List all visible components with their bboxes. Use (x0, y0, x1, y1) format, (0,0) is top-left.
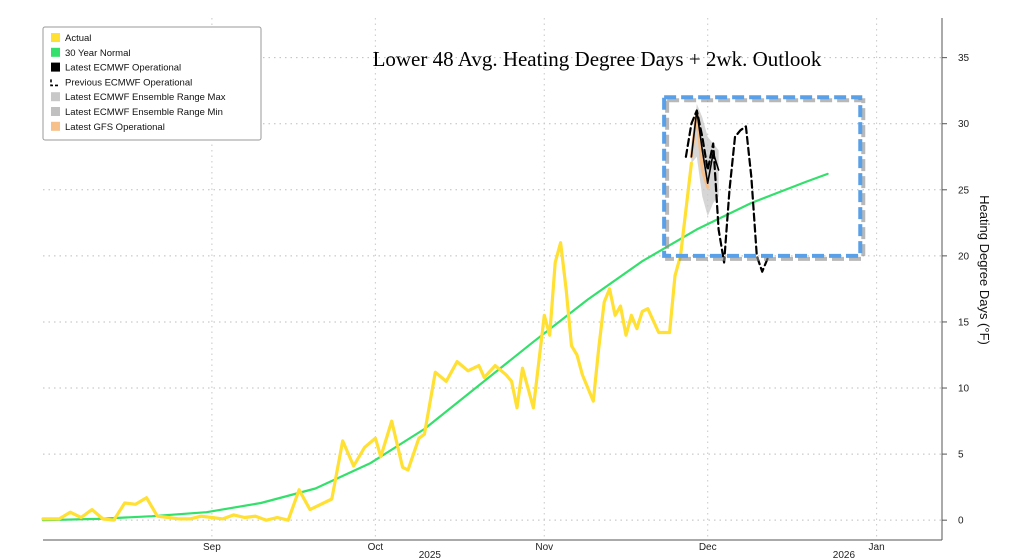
right-axis: 0 5 10 15 20 25 30 35 (941, 18, 970, 540)
x-tick-label: Jan (869, 542, 885, 553)
legend-swatch (51, 62, 60, 72)
legend-label: Latest ECMWF Ensemble Range Max (65, 92, 226, 103)
legend: Actual 30 Year Normal Latest ECMWF Operati… (42, 26, 262, 141)
legend-label: Latest ECMWF Ensemble Range Min (65, 107, 223, 118)
legend-label: Latest GFS Operational (65, 122, 165, 133)
y-axis-title: Heating Degree Days (°F) (977, 195, 992, 345)
legend-label: Latest ECMWF Operational (65, 63, 181, 74)
legend-frame (42, 26, 262, 141)
x-tick-label: Sep (203, 542, 221, 553)
legend-label: Actual (65, 33, 91, 44)
y-tick-label: 30 (958, 119, 970, 130)
series-lines (41, 109, 829, 522)
legend-swatch (51, 33, 60, 42)
outlook-box (662, 95, 863, 258)
y-tick-label: 0 (958, 516, 964, 527)
x-axis: Sep Oct Nov Dec Jan 2025 2026 (43, 539, 942, 558)
x-year-label: 2025 (419, 550, 442, 558)
x-year-label: 2026 (833, 550, 856, 558)
legend-label: 30 Year Normal (65, 48, 130, 59)
y-tick-label: 25 (958, 185, 970, 196)
series-line-actual (41, 161, 694, 522)
x-tick-label: Nov (535, 542, 553, 553)
y-tick-label: 15 (958, 317, 970, 328)
legend-swatch (51, 92, 60, 102)
series-line-previous-ecmwf-operational (684, 109, 769, 273)
outlook-box-shadow (665, 98, 866, 261)
y-tick-label: 10 (958, 384, 970, 395)
legend-label: Previous ECMWF Operational (65, 77, 192, 88)
y-tick-label: 5 (958, 450, 964, 461)
y-tick-label: 35 (958, 53, 970, 64)
legend-swatch (51, 121, 60, 131)
legend-swatch-dashed (50, 79, 59, 87)
x-tick-label: Dec (699, 542, 717, 553)
legend-swatch (51, 107, 60, 116)
legend-swatch (51, 47, 60, 57)
x-tick-label: Oct (368, 542, 384, 553)
chart-title: Lower 48 Avg. Heating Degree Days + 2wk.… (373, 47, 822, 71)
outlook-box-layer (662, 95, 866, 261)
y-tick-label: 20 (958, 251, 970, 262)
series-line-30-year-normal (41, 172, 829, 522)
